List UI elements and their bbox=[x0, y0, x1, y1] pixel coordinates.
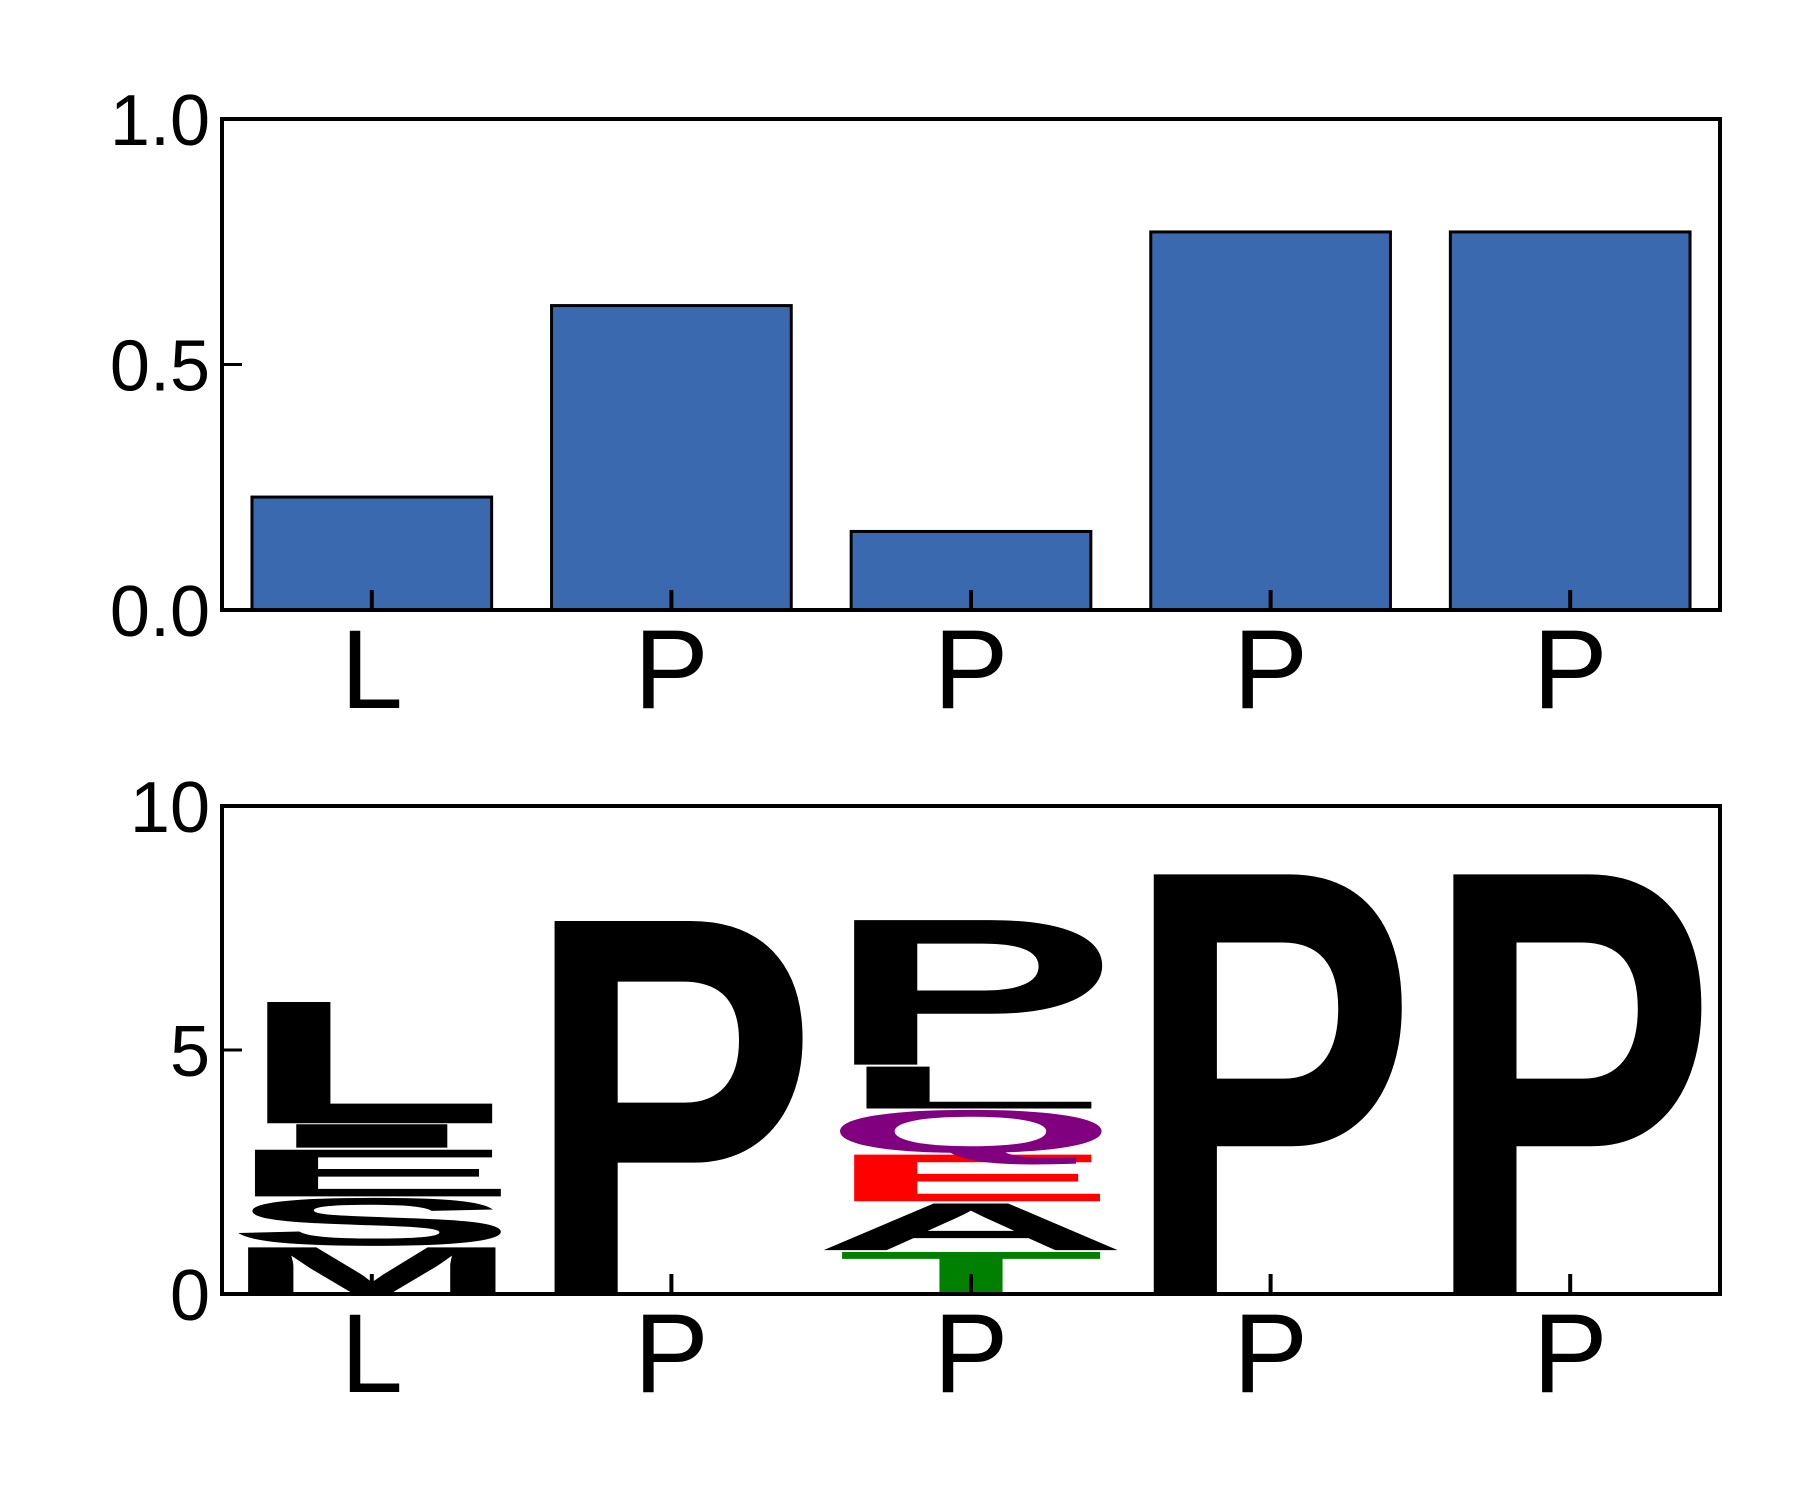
bar-chart-xtick-label: P bbox=[1233, 607, 1308, 732]
logo-ytick-label: 5 bbox=[170, 1012, 210, 1092]
logo-letter-l-pos3: L bbox=[837, 1054, 1105, 1122]
bar-chart-ytick-label: 1.0 bbox=[110, 81, 210, 161]
bar-chart-xtick-label: P bbox=[934, 607, 1009, 732]
logo-letter-e-pos3: E bbox=[825, 1140, 1117, 1216]
logo-letter-a-pos3: A bbox=[813, 1189, 1129, 1265]
logo-xtick-label: P bbox=[1533, 1291, 1608, 1416]
bar-5 bbox=[1448, 230, 1692, 612]
logo-ytick-label: 0 bbox=[170, 1256, 210, 1336]
logo-xtick-label: L bbox=[341, 1291, 403, 1416]
bar-chart-xtick-label: P bbox=[634, 607, 709, 732]
bar-chart-xtick-label: L bbox=[341, 607, 403, 732]
bar-2 bbox=[550, 304, 793, 612]
bar-chart-xtick-label: P bbox=[1533, 607, 1608, 732]
logo-letter-i-pos1: I bbox=[226, 1117, 517, 1155]
bar-chart-ytick-label: 0.0 bbox=[110, 572, 210, 652]
logo-letter-q-pos3: Q bbox=[825, 1098, 1118, 1166]
logo-letter-p-pos3: P bbox=[825, 874, 1117, 1109]
logo-letter-l-pos1: L bbox=[238, 964, 506, 1161]
logo-letter-s-pos1: S bbox=[226, 1184, 518, 1260]
bar-4 bbox=[1149, 230, 1392, 612]
logo-ytick-label: 10 bbox=[130, 768, 210, 848]
logo-letter-p-pos4: P bbox=[1124, 742, 1416, 1424]
logo-xtick-label: P bbox=[934, 1291, 1009, 1416]
bar-chart-panel: 0.0 0.5 1.0 L P P P P bbox=[110, 81, 1722, 732]
logo-xtick-label: P bbox=[634, 1291, 709, 1416]
logo-xtick-label: P bbox=[1233, 1291, 1308, 1416]
bar-chart-ytick-label: 0.5 bbox=[110, 326, 210, 406]
logo-letter-p-pos2: P bbox=[525, 805, 817, 1410]
logo-letter-e-pos1: E bbox=[226, 1135, 518, 1211]
logo-letter-p-pos5: P bbox=[1424, 742, 1716, 1424]
